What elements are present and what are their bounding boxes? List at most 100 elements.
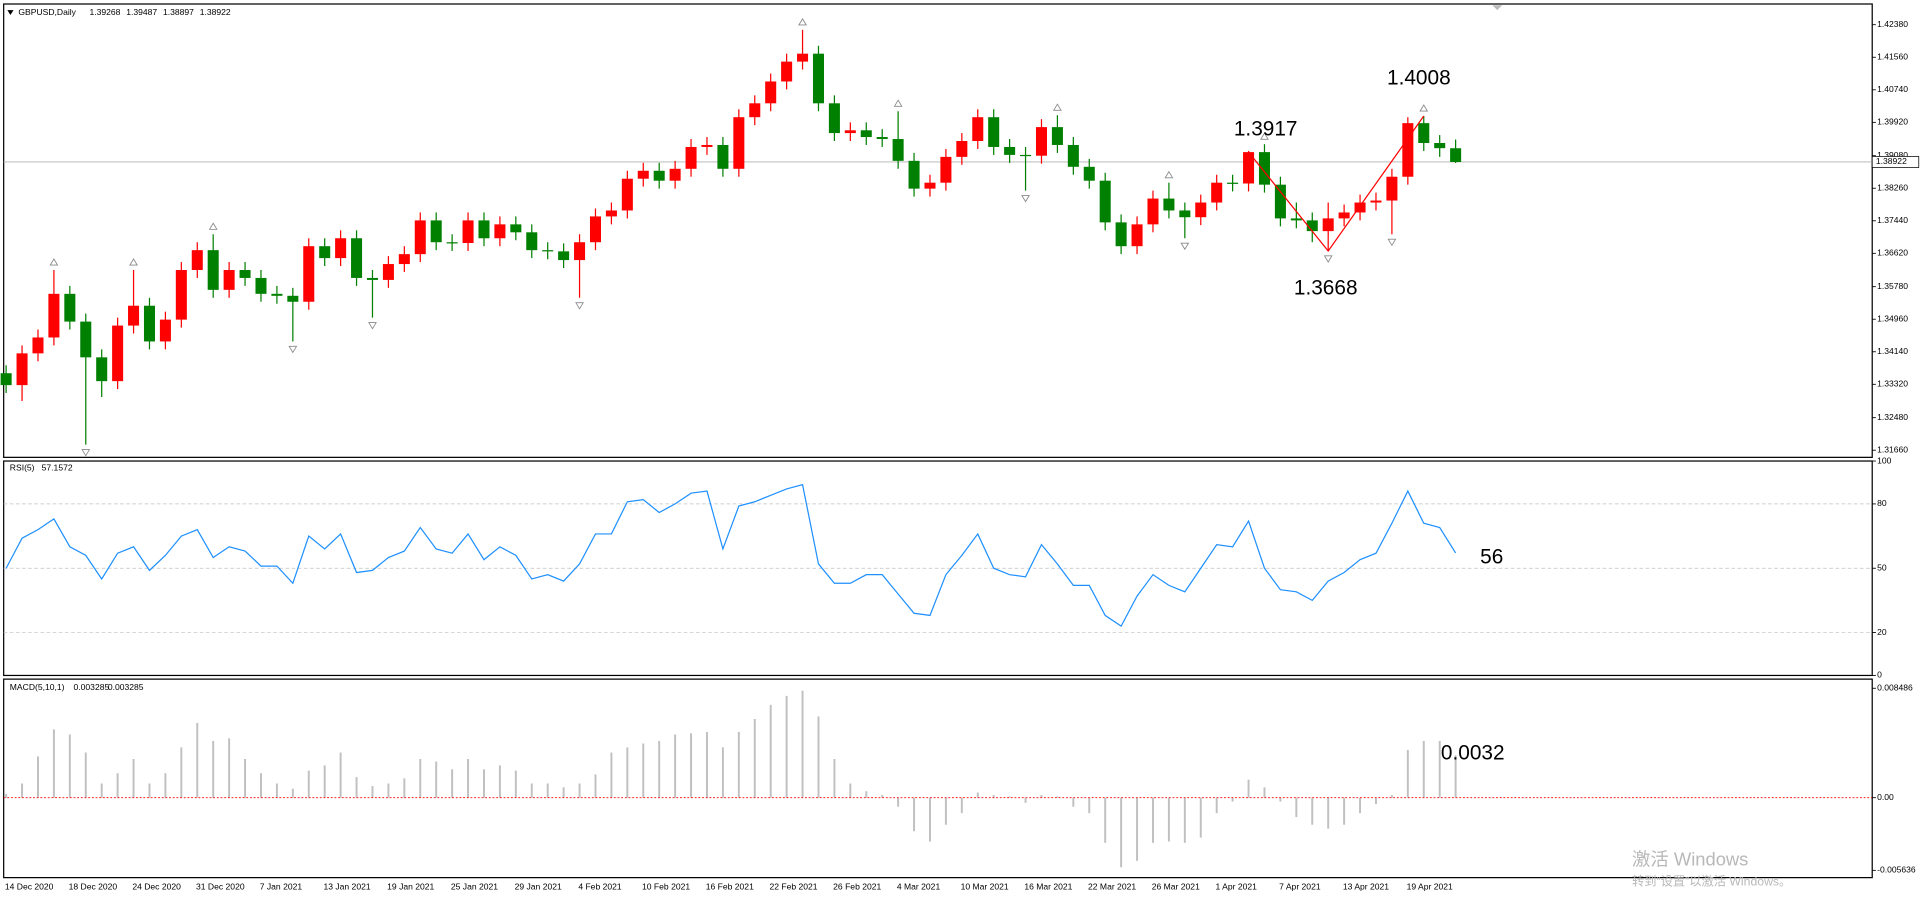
candle-body: [828, 103, 840, 134]
x-tick-label: 22 Mar 2021: [1088, 882, 1136, 892]
candle-body: [812, 53, 824, 104]
x-tick-label: 13 Jan 2021: [323, 882, 370, 892]
fractal-down: [368, 322, 377, 330]
candle-body: [1386, 176, 1398, 201]
x-tick-label: 25 Jan 2021: [451, 882, 498, 892]
candle-body: [1211, 182, 1223, 203]
candle-body: [1434, 142, 1446, 149]
candle-body: [1035, 127, 1047, 156]
candle-body: [1243, 152, 1255, 184]
candle-body: [0, 373, 12, 386]
candle-body: [574, 242, 586, 261]
candle-body: [1354, 202, 1366, 213]
x-tick-label: 13 Apr 2021: [1343, 882, 1389, 892]
candle-body: [1195, 202, 1207, 218]
fractal-down: [1387, 238, 1397, 247]
candle-body: [414, 220, 426, 255]
fractal-up: [129, 258, 138, 266]
shift-marker: [1492, 5, 1503, 11]
candle-body: [462, 220, 474, 244]
price-annotation: 1.3668: [1294, 276, 1358, 299]
candle-body: [96, 357, 108, 382]
rsi-title: RSI(5): [10, 463, 35, 473]
y-tick-label: 1.34140: [1877, 346, 1908, 356]
candle-body: [175, 270, 187, 320]
candle-body: [271, 293, 283, 296]
current-price-label: 1.38922: [1876, 156, 1907, 166]
fractal-down: [575, 302, 584, 310]
x-tick-label: 10 Mar 2021: [961, 882, 1009, 892]
candle-body: [351, 238, 363, 278]
candle-body: [446, 242, 458, 244]
candle-body: [860, 130, 872, 138]
y-tick-label: 1.41560: [1877, 52, 1908, 62]
candle-body: [749, 103, 761, 118]
rsi-annotation: 56: [1480, 545, 1503, 568]
fractal-up: [1419, 104, 1429, 112]
candle-body: [924, 182, 936, 189]
candle-body: [733, 117, 745, 169]
candle-body: [48, 293, 60, 338]
y-tick-label: 0.00: [1877, 792, 1894, 802]
candle-body: [382, 264, 394, 280]
watermark-title: 激活 Windows: [1632, 848, 1748, 869]
macd-signal: 0.003285: [108, 682, 144, 692]
candle-body: [653, 170, 665, 181]
x-tick-label: 4 Feb 2021: [578, 882, 622, 892]
last-close: 1.38922: [200, 7, 231, 17]
candle-body: [159, 319, 171, 342]
candle-body: [494, 224, 506, 239]
x-tick-label: 26 Mar 2021: [1152, 882, 1200, 892]
x-tick-label: 10 Feb 2021: [642, 882, 690, 892]
candle-body: [558, 251, 570, 261]
fractal-up: [49, 258, 59, 266]
candle-body: [143, 305, 155, 342]
x-tick-label: 24 Dec 2020: [132, 882, 181, 892]
fractal-up: [208, 222, 218, 230]
candle-body: [287, 295, 299, 302]
current-price-box: [1871, 156, 1920, 168]
y-tick-label: 50: [1877, 563, 1887, 573]
candle-body: [1258, 152, 1270, 185]
candle-body: [972, 117, 984, 142]
price-annotation: 1.4008: [1387, 67, 1451, 90]
candle-body: [892, 139, 904, 161]
candle-body: [685, 146, 697, 169]
candle-body: [1418, 123, 1430, 143]
y-tick-label: 1.42380: [1877, 19, 1908, 29]
menu-arrow[interactable]: [7, 10, 14, 16]
candle-body: [255, 277, 267, 294]
y-tick-label: 1.33320: [1877, 379, 1908, 389]
candle-body: [956, 141, 968, 157]
candle-body: [1402, 123, 1414, 177]
candle-body: [988, 117, 1000, 147]
candle-body: [398, 254, 410, 265]
candle-body: [128, 305, 140, 326]
candle-body: [1147, 198, 1159, 225]
candle-body: [1306, 220, 1318, 232]
macd-title: MACD(5,10,1): [10, 682, 65, 692]
x-tick-label: 7 Jan 2021: [260, 882, 303, 892]
fractal-up: [798, 18, 807, 26]
candle-body: [940, 156, 952, 183]
candle-body: [16, 353, 28, 386]
last-high: 1.39487: [126, 7, 157, 17]
candle-body: [637, 170, 649, 179]
y-tick-label: 0.008486: [1877, 683, 1913, 693]
x-tick-label: 29 Jan 2021: [515, 882, 562, 892]
x-tick-label: 19 Jan 2021: [387, 882, 434, 892]
candle-body: [1020, 154, 1032, 157]
candle-body: [1370, 200, 1382, 203]
candle-body: [717, 144, 729, 169]
candle-body: [1083, 166, 1095, 181]
candle-body: [844, 130, 856, 134]
candle-body: [765, 81, 777, 104]
x-tick-label: 16 Mar 2021: [1024, 882, 1072, 892]
x-tick-label: 4 Mar 2021: [897, 882, 941, 892]
y-tick-label: -0.005636: [1877, 865, 1916, 875]
symbol-title: GBPUSD,Daily: [18, 7, 76, 17]
candle-body: [239, 270, 251, 278]
candle-body: [303, 246, 315, 302]
